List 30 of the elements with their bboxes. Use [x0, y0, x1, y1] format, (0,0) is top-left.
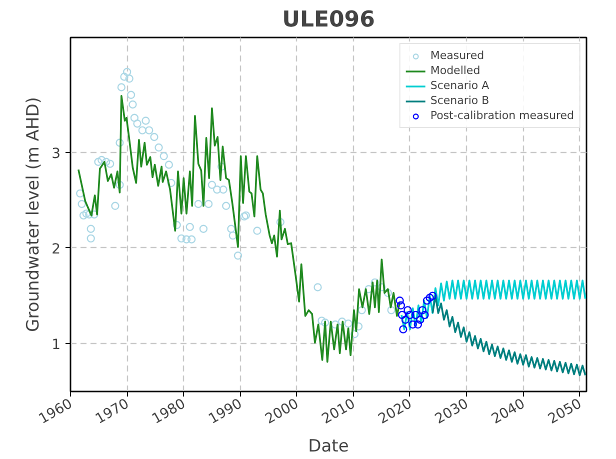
- point: [398, 310, 406, 320]
- point: [426, 294, 434, 302]
- y-tick-label: 3: [52, 146, 61, 162]
- point: [414, 320, 422, 329]
- legend-label: Measured: [430, 49, 484, 62]
- y-tick-label: 1: [52, 337, 61, 354]
- point: [428, 292, 437, 300]
- line-series: [432, 294, 586, 376]
- y-tick-label: 2: [52, 241, 61, 258]
- chart-title: ULE096: [282, 8, 375, 32]
- point: [418, 306, 427, 314]
- line-series: [78, 94, 401, 363]
- line-series: [400, 280, 586, 330]
- point: [399, 325, 408, 334]
- point: [396, 301, 406, 310]
- point: [401, 316, 410, 324]
- x-axis-title: Date: [308, 436, 349, 457]
- point: [404, 306, 412, 314]
- legend-label: Post-calibration measured: [430, 109, 574, 122]
- point: [396, 296, 404, 305]
- point: [416, 316, 424, 324]
- legend-label: Scenario A: [430, 79, 490, 92]
- point: [406, 310, 414, 320]
- point: [422, 296, 432, 305]
- point: [412, 310, 420, 320]
- legend-label: Modelled: [430, 64, 480, 77]
- legend-label: Scenario B: [430, 94, 490, 107]
- y-axis-title: Groundwater level (m AHD): [24, 97, 44, 332]
- point: [420, 310, 429, 320]
- point: [408, 320, 417, 329]
